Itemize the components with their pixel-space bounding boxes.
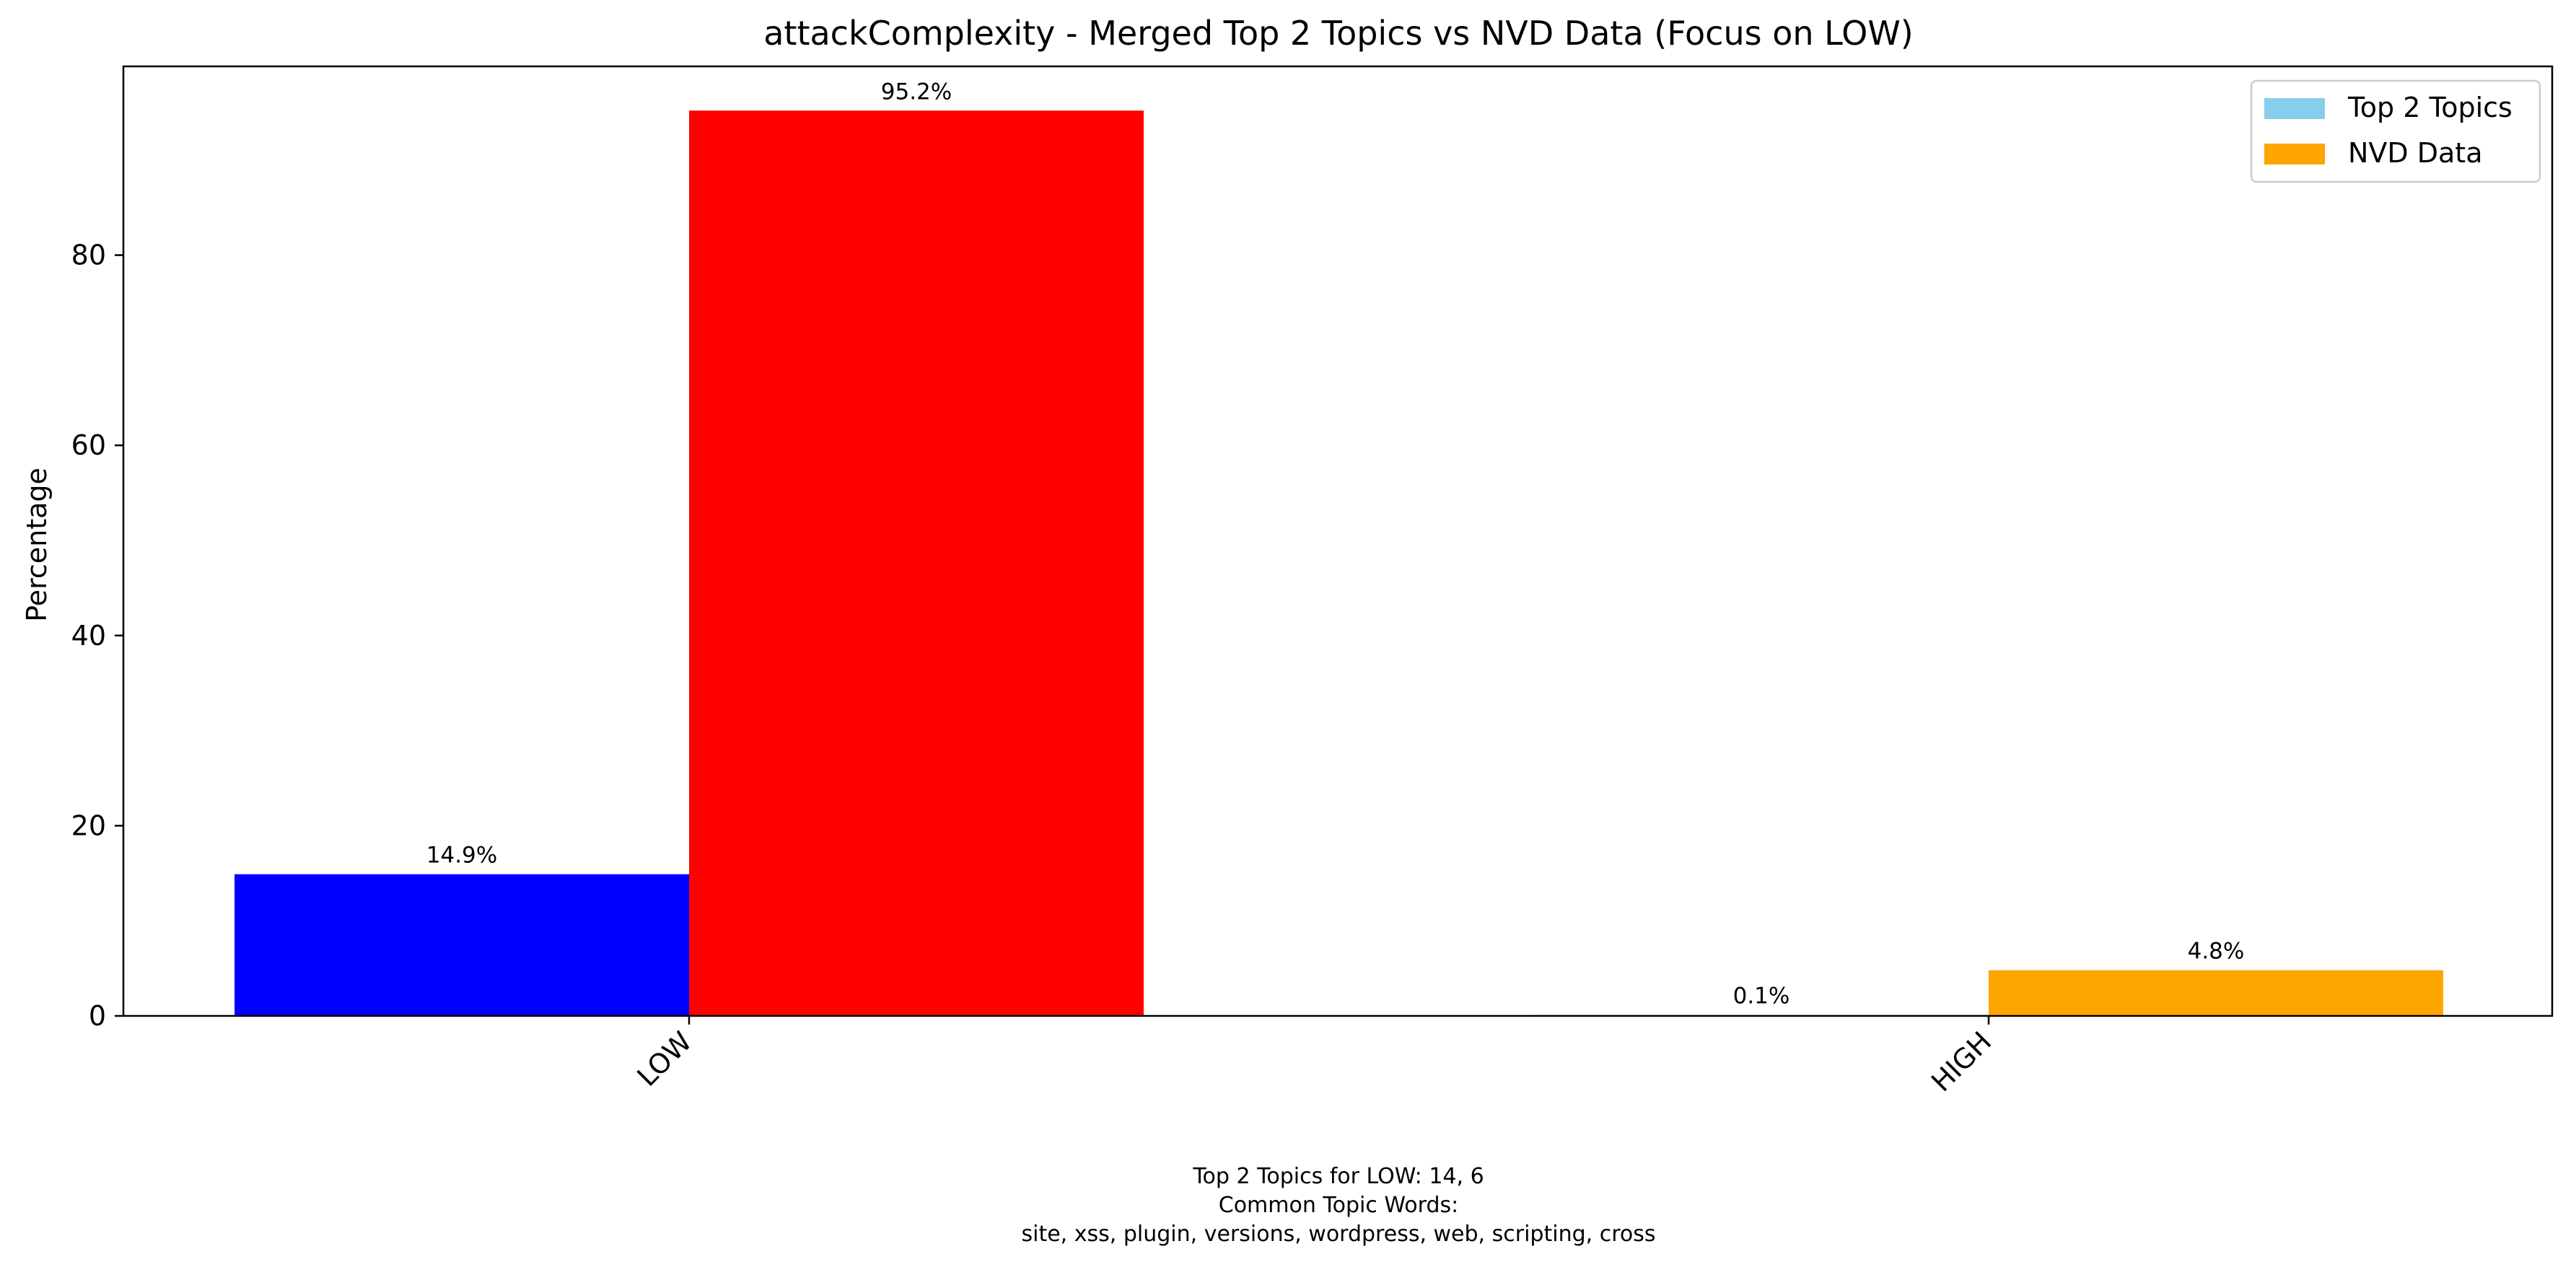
bars-layer: 14.9% 0.1% 95.2% 4.8% — [235, 79, 2443, 1016]
y-axis-label: Percentage — [21, 468, 53, 622]
data-label: 95.2% — [881, 79, 952, 105]
y-tick-label: 40 — [71, 620, 106, 652]
footnote-line: Common Topic Words: — [1219, 1193, 1459, 1218]
data-label: 4.8% — [2188, 939, 2245, 965]
data-label: 0.1% — [1733, 983, 1790, 1009]
y-tick-label: 80 — [71, 240, 106, 271]
bar-top-2-topics-low — [235, 874, 689, 1016]
legend-swatch — [2264, 144, 2325, 165]
y-tick-label: 60 — [71, 429, 106, 461]
x-tick-label: HIGH — [1925, 1025, 1997, 1097]
bar-nvd-data-low — [689, 110, 1144, 1016]
x-tick-label: LOW — [631, 1025, 698, 1092]
footnote-line: Top 2 Topics for LOW: 14, 6 — [1192, 1164, 1484, 1189]
legend-swatch — [2264, 98, 2325, 119]
data-label: 14.9% — [426, 843, 497, 869]
y-tick-label: 0 — [89, 1000, 106, 1032]
legend-label: Top 2 Topics — [2347, 92, 2513, 123]
footnote-line: site, xss, plugin, versions, wordpress, … — [1022, 1222, 1656, 1247]
legend: Top 2 Topics NVD Data — [2250, 79, 2541, 183]
y-tick-label: 20 — [71, 810, 106, 841]
footnote: Top 2 Topics for LOW: 14, 6 Common Topic … — [1022, 1164, 1656, 1247]
bar-nvd-data-high — [1989, 970, 2443, 1016]
legend-label: NVD Data — [2348, 137, 2483, 169]
chart-title: attackComplexity - Merged Top 2 Topics v… — [763, 14, 1914, 53]
plot-frame — [122, 65, 2554, 1017]
